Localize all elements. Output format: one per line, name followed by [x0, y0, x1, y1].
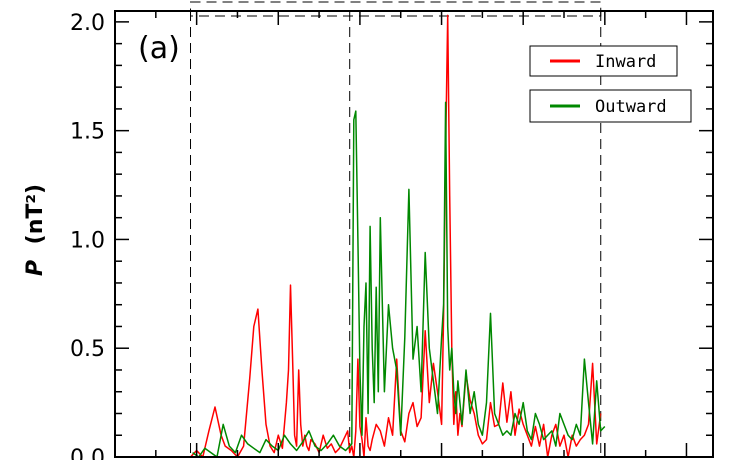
axes-frame — [114, 10, 714, 458]
y-tick-labels: 0.0 0.5 1.0 1.5 2.0 — [70, 11, 105, 460]
plot-series — [189, 14, 606, 458]
panel-label: (a) — [138, 31, 180, 66]
y-tick-label: 0.0 — [70, 446, 105, 460]
y-tick-label: 2.0 — [70, 11, 105, 36]
legend: Inward Outward — [529, 45, 692, 123]
legend-label-outward: Outward — [595, 97, 667, 117]
plot-frame — [114, 10, 714, 458]
y-axis-title: P (nT²) — [23, 184, 48, 276]
y-tick-label: 1.0 — [70, 228, 105, 253]
y-tick-label: 0.5 — [70, 337, 105, 362]
y-axis-units: (nT²) — [23, 184, 48, 244]
dashed-interval-box — [190, 1, 602, 17]
y-axis-symbol: P — [23, 260, 48, 276]
legend-label-inward: Inward — [595, 52, 656, 72]
series-line-inward — [189, 14, 602, 458]
y-tick-label: 1.5 — [70, 120, 105, 145]
dashed-guides — [190, 1, 602, 457]
series-line-outward — [192, 101, 606, 458]
